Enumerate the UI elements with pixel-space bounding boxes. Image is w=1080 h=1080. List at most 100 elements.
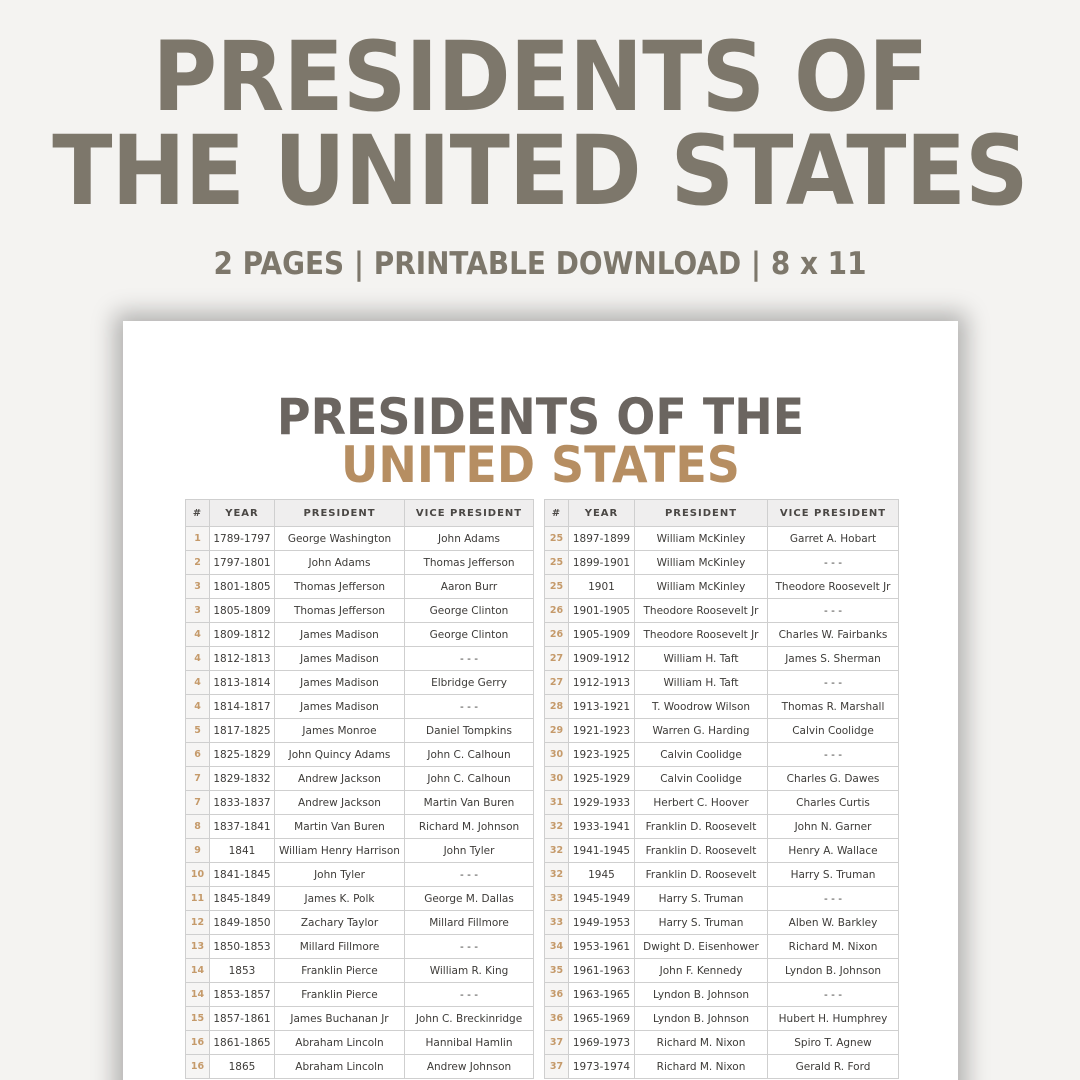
cell-vice-president: - - - bbox=[404, 982, 534, 1007]
table-row: 36 1965-1969 Lyndon B. Johnson Hubert H. Hu… bbox=[544, 1006, 899, 1031]
table-row: 37 1973-1974 Richard M. Nixon Gerald R. For… bbox=[544, 1054, 899, 1079]
cell-number: 37 bbox=[544, 1054, 569, 1079]
cell-number: 16 bbox=[185, 1054, 210, 1079]
cell-year: 1833-1837 bbox=[209, 790, 275, 815]
table-row: 11 1845-1849 James K. Polk George M. Dallas bbox=[185, 886, 534, 911]
cell-president: Lyndon B. Johnson bbox=[634, 1006, 768, 1031]
cell-president: T. Woodrow Wilson bbox=[634, 694, 768, 719]
cell-vice-president: Hubert H. Humphrey bbox=[767, 1006, 899, 1031]
cell-vice-president: Harry S. Truman bbox=[767, 862, 899, 887]
table-row: 32 1941-1945 Franklin D. Roosevelt Henry A.… bbox=[544, 838, 899, 863]
cell-number: 10 bbox=[185, 862, 210, 887]
cell-number: 36 bbox=[544, 1006, 569, 1031]
cell-year: 1801-1805 bbox=[209, 574, 275, 599]
cell-year: 1853-1857 bbox=[209, 982, 275, 1007]
table-row: 13 1850-1853 Millard Fillmore - - - bbox=[185, 934, 534, 959]
cell-year: 1797-1801 bbox=[209, 550, 275, 575]
cell-number: 15 bbox=[185, 1006, 210, 1031]
cell-year: 1949-1953 bbox=[568, 910, 635, 935]
cell-number: 12 bbox=[185, 910, 210, 935]
cell-number: 14 bbox=[185, 958, 210, 983]
cell-president: William H. Taft bbox=[634, 646, 768, 671]
cell-year: 1921-1923 bbox=[568, 718, 635, 743]
cell-president: Franklin Pierce bbox=[274, 958, 405, 983]
table-row: 30 1923-1925 Calvin Coolidge - - - bbox=[544, 742, 899, 767]
table-row: 14 1853 Franklin Pierce William R. King bbox=[185, 958, 534, 983]
table-row: 28 1913-1921 T. Woodrow Wilson Thomas R. Ma… bbox=[544, 694, 899, 719]
cell-vice-president: - - - bbox=[767, 598, 899, 623]
cell-year: 1789-1797 bbox=[209, 526, 275, 551]
cell-number: 14 bbox=[185, 982, 210, 1007]
cell-president: Thomas Jefferson bbox=[274, 598, 405, 623]
cell-year: 1861-1865 bbox=[209, 1030, 275, 1055]
table-row: 34 1953-1961 Dwight D. Eisenhower Richard M… bbox=[544, 934, 899, 959]
cell-number: 7 bbox=[185, 766, 210, 791]
cell-vice-president: - - - bbox=[767, 670, 899, 695]
table-row: 35 1961-1963 John F. Kennedy Lyndon B. John… bbox=[544, 958, 899, 983]
cell-vice-president: John Tyler bbox=[404, 838, 534, 863]
cell-number: 25 bbox=[544, 550, 569, 575]
header-year: YEAR bbox=[568, 499, 635, 527]
hero-subtitle: 2 PAGES | PRINTABLE DOWNLOAD | 8 x 11 bbox=[213, 246, 867, 282]
table-row: 6 1825-1829 John Quincy Adams John C. Calho… bbox=[185, 742, 534, 767]
cell-president: James K. Polk bbox=[274, 886, 405, 911]
cell-vice-president: Andrew Johnson bbox=[404, 1054, 534, 1079]
cell-year: 1913-1921 bbox=[568, 694, 635, 719]
cell-vice-president: - - - bbox=[767, 550, 899, 575]
cell-number: 37 bbox=[544, 1030, 569, 1055]
cell-number: 5 bbox=[185, 718, 210, 743]
header-number: # bbox=[185, 499, 210, 527]
cell-president: Lyndon B. Johnson bbox=[634, 982, 768, 1007]
cell-president: John Quincy Adams bbox=[274, 742, 405, 767]
cell-president: Martin Van Buren bbox=[274, 814, 405, 839]
cell-number: 7 bbox=[185, 790, 210, 815]
table-row: 33 1949-1953 Harry S. Truman Alben W. Barkl… bbox=[544, 910, 899, 935]
cell-vice-president: Alben W. Barkley bbox=[767, 910, 899, 935]
table-row: 27 1912-1913 William H. Taft - - - bbox=[544, 670, 899, 695]
cell-president: Franklin D. Roosevelt bbox=[634, 838, 768, 863]
header-number: # bbox=[544, 499, 569, 527]
cell-vice-president: Lyndon B. Johnson bbox=[767, 958, 899, 983]
cell-year: 1901 bbox=[568, 574, 635, 599]
cell-number: 3 bbox=[185, 598, 210, 623]
cell-number: 9 bbox=[185, 838, 210, 863]
cell-vice-president: Richard M. Nixon bbox=[767, 934, 899, 959]
table-row: 25 1901 William McKinley Theodore Roosevelt… bbox=[544, 574, 899, 599]
cell-president: Harry S. Truman bbox=[634, 886, 768, 911]
table-row: 3 1801-1805 Thomas Jefferson Aaron Burr bbox=[185, 574, 534, 599]
cell-president: John F. Kennedy bbox=[634, 958, 768, 983]
cell-year: 1905-1909 bbox=[568, 622, 635, 647]
cell-vice-president: George Clinton bbox=[404, 622, 534, 647]
cell-vice-president: - - - bbox=[767, 982, 899, 1007]
cell-number: 8 bbox=[185, 814, 210, 839]
cell-vice-president: Aaron Burr bbox=[404, 574, 534, 599]
cell-year: 1814-1817 bbox=[209, 694, 275, 719]
table-row: 5 1817-1825 James Monroe Daniel Tompkins bbox=[185, 718, 534, 743]
table-row: 12 1849-1850 Zachary Taylor Millard Fillmor… bbox=[185, 910, 534, 935]
cell-number: 35 bbox=[544, 958, 569, 983]
cell-vice-president: Thomas Jefferson bbox=[404, 550, 534, 575]
header-president: PRESIDENT bbox=[634, 499, 768, 527]
table-row: 16 1861-1865 Abraham Lincoln Hannibal Hamli… bbox=[185, 1030, 534, 1055]
header-president: PRESIDENT bbox=[274, 499, 405, 527]
cell-year: 1850-1853 bbox=[209, 934, 275, 959]
cell-vice-president: Theodore Roosevelt Jr bbox=[767, 574, 899, 599]
header-vice-president: VICE PRESIDENT bbox=[767, 499, 899, 527]
cell-president: Franklin Pierce bbox=[274, 982, 405, 1007]
cell-year: 1963-1965 bbox=[568, 982, 635, 1007]
cell-president: Dwight D. Eisenhower bbox=[634, 934, 768, 959]
table-row: 26 1905-1909 Theodore Roosevelt Jr Charles … bbox=[544, 622, 899, 647]
cell-year: 1897-1899 bbox=[568, 526, 635, 551]
cell-vice-president: Charles Curtis bbox=[767, 790, 899, 815]
cell-president: James Buchanan Jr bbox=[274, 1006, 405, 1031]
cell-number: 31 bbox=[544, 790, 569, 815]
table-row: 29 1921-1923 Warren G. Harding Calvin Cooli… bbox=[544, 718, 899, 743]
table-row: 31 1929-1933 Herbert C. Hoover Charles Curt… bbox=[544, 790, 899, 815]
cell-number: 26 bbox=[544, 622, 569, 647]
cell-year: 1945 bbox=[568, 862, 635, 887]
cell-president: Richard M. Nixon bbox=[634, 1030, 768, 1055]
table-row: 14 1853-1857 Franklin Pierce - - - bbox=[185, 982, 534, 1007]
sheet-title-line-1: PRESIDENTS OF THE bbox=[276, 388, 805, 446]
printable-sheet-preview: PRESIDENTS OF THE UNITED STATES # YEAR P… bbox=[123, 321, 958, 1080]
cell-number: 4 bbox=[185, 694, 210, 719]
